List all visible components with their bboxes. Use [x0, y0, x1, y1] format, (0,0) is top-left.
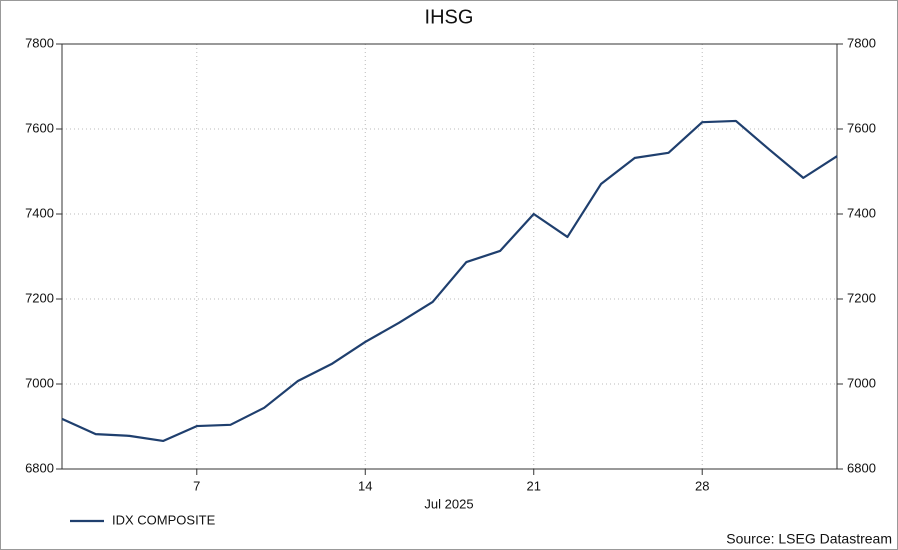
y-tick-label: 7000	[25, 375, 54, 390]
y2-tick-label: 6800	[847, 460, 876, 475]
y2-tick-label: 7400	[847, 205, 876, 220]
y2-tick-label: 7000	[847, 375, 876, 390]
y-tick-label: 6800	[25, 460, 54, 475]
y2-tick-label: 7200	[847, 290, 876, 305]
x-tick-label: 21	[527, 478, 541, 493]
y2-tick-label: 7600	[847, 120, 876, 135]
x-tick-label: 7	[193, 478, 200, 493]
source: Source: LSEG Datastream	[726, 531, 892, 547]
x-axis-label: Jul 2025	[424, 496, 473, 511]
y-tick-label: 7400	[25, 205, 54, 220]
legend-label: IDX COMPOSITE	[112, 512, 216, 527]
y2-tick-label: 7800	[847, 35, 876, 50]
plot-area	[61, 43, 838, 470]
y-tick-label: 7800	[25, 35, 54, 50]
chart-title: IHSG	[425, 6, 474, 28]
x-tick-label: 28	[695, 478, 709, 493]
y-tick-label: 7200	[25, 290, 54, 305]
line	[61, 119, 838, 443]
y-tick-label: 7600	[25, 120, 54, 135]
x-tick-label: 14	[358, 478, 372, 493]
